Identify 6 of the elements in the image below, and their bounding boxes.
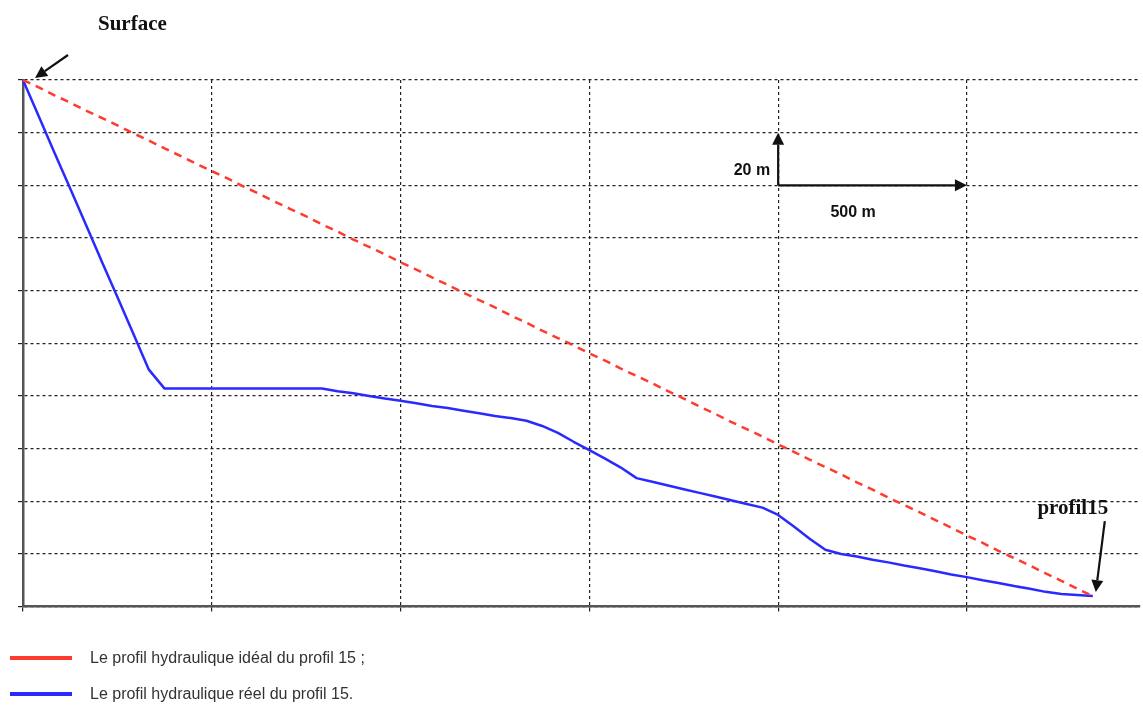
annotation: 20 m: [733, 161, 771, 179]
annotation: 500 m: [830, 203, 876, 221]
legend-label: Le profil hydraulique réel du profil 15.: [90, 685, 354, 703]
text: Surface: [98, 11, 167, 35]
legend-label: Le profil hydraulique idéal du profil 15 ;: [90, 649, 365, 667]
annotation: profil15: [1037, 495, 1109, 520]
